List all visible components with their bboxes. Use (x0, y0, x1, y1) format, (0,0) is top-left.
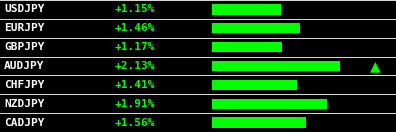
Text: +1.15%: +1.15% (115, 4, 155, 14)
Text: GBPJPY: GBPJPY (4, 42, 44, 52)
Text: EURJPY: EURJPY (4, 23, 44, 33)
Text: +1.46%: +1.46% (115, 23, 155, 33)
Text: +1.17%: +1.17% (115, 42, 155, 52)
Text: +1.91%: +1.91% (115, 99, 155, 109)
Text: +1.56%: +1.56% (115, 118, 155, 128)
Bar (212, 98, 327, 109)
Bar (212, 117, 306, 128)
Text: +1.41%: +1.41% (115, 80, 155, 90)
Bar (212, 42, 282, 52)
Text: ▲: ▲ (370, 59, 381, 73)
Text: AUDJPY: AUDJPY (4, 61, 44, 71)
Bar (212, 61, 340, 71)
Text: CHFJPY: CHFJPY (4, 80, 44, 90)
Text: NZDJPY: NZDJPY (4, 99, 44, 109)
Bar (212, 80, 297, 90)
Bar (212, 23, 300, 34)
Text: +2.13%: +2.13% (115, 61, 155, 71)
Text: USDJPY: USDJPY (4, 4, 44, 14)
Text: CADJPY: CADJPY (4, 118, 44, 128)
Bar (212, 4, 281, 15)
